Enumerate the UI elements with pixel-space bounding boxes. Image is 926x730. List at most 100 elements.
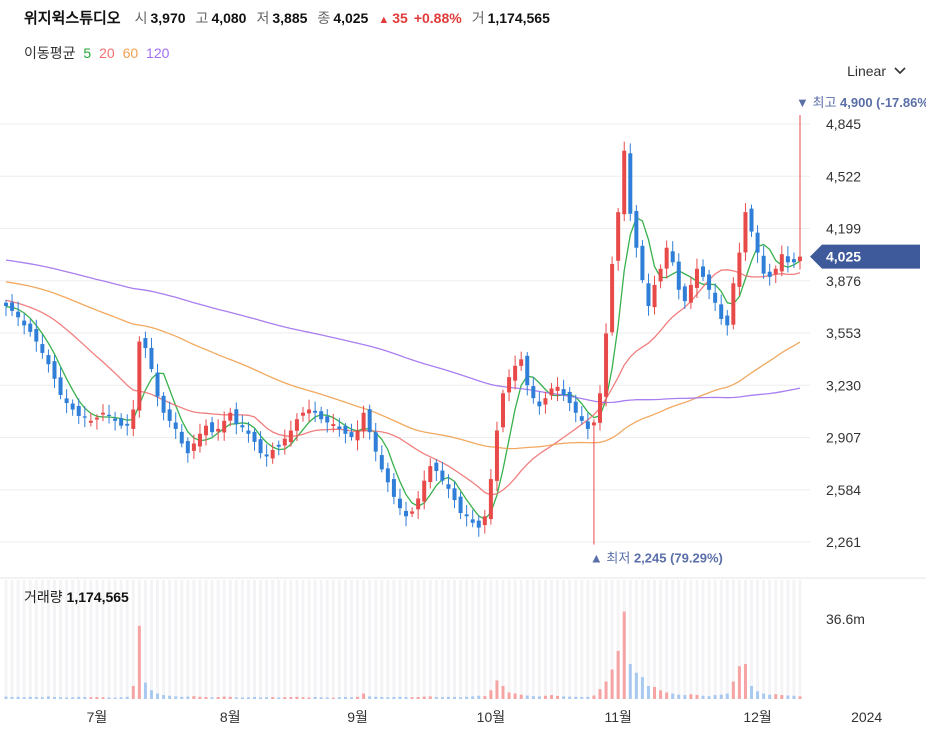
candle-body — [767, 271, 772, 277]
candle-body — [313, 410, 318, 413]
volume-panel-title: 거래량 1,174,565 — [24, 587, 129, 607]
volume-bg-bar — [186, 580, 190, 699]
volume-bg-bar — [234, 580, 238, 699]
open-value: 3,970 — [150, 10, 186, 26]
volume-bg-bar — [568, 580, 572, 699]
volume-bar — [186, 696, 190, 699]
volume-bg-bar — [113, 580, 117, 699]
candle-body — [640, 245, 645, 281]
candle-body — [579, 416, 584, 421]
candle-body — [719, 304, 724, 319]
volume-bg-bar — [46, 580, 50, 699]
volume-bg-bar — [750, 580, 754, 699]
volume-bg-bar — [416, 580, 420, 699]
volume-bg-bar — [719, 580, 723, 699]
ma-60-label[interactable]: 60 — [122, 45, 139, 61]
volume-bg-bar — [349, 580, 353, 699]
volume-bg-bar — [737, 580, 741, 699]
candle-body — [713, 292, 718, 303]
candle-body — [737, 252, 742, 287]
volume-bg-bar — [83, 580, 87, 699]
volume-bar — [756, 691, 760, 699]
candle-body — [513, 365, 518, 381]
candle-body — [131, 409, 136, 429]
volume-bg-bar — [701, 580, 705, 699]
volume-bar — [59, 697, 63, 699]
candle-body — [404, 510, 409, 517]
volume-bar — [483, 696, 487, 699]
ma-5-line — [5, 216, 801, 521]
volume-bar — [295, 696, 299, 699]
candle-body — [798, 256, 802, 262]
candle-body — [482, 516, 487, 526]
volume-bar — [616, 650, 620, 699]
volume-bg-bar — [537, 580, 541, 699]
candle-body — [652, 284, 657, 308]
volume-bar — [580, 697, 584, 699]
volume-bg-bar — [398, 580, 402, 699]
volume-bar — [610, 669, 614, 699]
volume-bg-bar — [271, 580, 275, 699]
candle-body — [476, 520, 481, 528]
x-tick-label: 11월 — [604, 709, 631, 725]
volume-bar — [743, 664, 747, 699]
candle-body — [531, 386, 536, 399]
y-tick-label: 4,199 — [826, 221, 861, 237]
candle-body — [270, 449, 275, 459]
candle-body — [94, 417, 99, 420]
candle-body — [288, 430, 293, 443]
volume-bar — [77, 696, 81, 699]
high-annotation: ▼ 최고 4,900 (-17.86%) — [796, 95, 926, 110]
volume-bar — [404, 697, 408, 699]
volume-bar — [107, 697, 111, 699]
volume-bar — [719, 694, 723, 699]
volume-bar — [446, 696, 450, 699]
volume-bg-bar — [119, 580, 123, 699]
volume-bar — [380, 697, 384, 699]
ma-5-label[interactable]: 5 — [83, 45, 92, 61]
candle-body — [264, 454, 269, 457]
current-price-tag — [810, 244, 920, 269]
volume-bg-bar — [489, 580, 493, 699]
candle-body — [743, 212, 748, 253]
candle-body — [161, 395, 166, 413]
candle-body — [276, 444, 281, 447]
y-tick-label: 2,584 — [826, 482, 861, 498]
candle-body — [604, 333, 609, 397]
candle-body — [349, 432, 354, 438]
volume-bar — [671, 693, 675, 699]
candle-body — [46, 355, 51, 365]
volume-bar — [362, 693, 366, 699]
volume-bg-bar — [695, 580, 699, 699]
volume-bg-bar — [107, 580, 111, 699]
scale-dropdown[interactable]: Linear — [847, 63, 906, 79]
volume-bg-bar — [574, 580, 578, 699]
volume-bar — [459, 697, 463, 699]
volume-bar — [143, 682, 147, 699]
volume-bg-bar — [628, 580, 632, 699]
ma-120-line — [5, 259, 801, 404]
volume-bg-bar — [65, 580, 69, 699]
volume-bar — [489, 690, 493, 699]
candle-body — [240, 425, 245, 428]
volume-bar — [325, 697, 329, 699]
volume-bar — [634, 672, 638, 699]
volume-bar — [683, 695, 687, 699]
ma-120-label[interactable]: 120 — [146, 45, 170, 61]
volume-bar — [222, 696, 226, 699]
volume-bar — [574, 696, 578, 699]
candle-body — [676, 261, 681, 290]
volume-bar — [271, 697, 275, 699]
volume-bar — [701, 695, 705, 699]
y-tick-label: 2,261 — [826, 534, 861, 550]
volume-bar — [265, 697, 269, 699]
volume-bg-bar — [228, 580, 232, 699]
candle-body — [149, 347, 154, 370]
volume-bg-bar — [471, 580, 475, 699]
x-tick-label: 12월 — [743, 709, 771, 725]
candle-body — [179, 431, 184, 444]
ma-20-label[interactable]: 20 — [99, 45, 115, 61]
volume-bg-bar — [743, 580, 747, 699]
volume-bg-bar — [556, 580, 560, 699]
